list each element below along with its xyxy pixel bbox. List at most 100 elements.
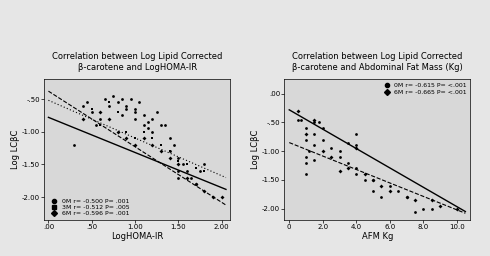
Point bbox=[174, 156, 182, 160]
Point bbox=[352, 172, 360, 176]
Point bbox=[161, 123, 169, 127]
Point bbox=[327, 155, 335, 159]
Point bbox=[361, 172, 368, 176]
Point bbox=[122, 103, 130, 108]
Point bbox=[196, 169, 204, 173]
Point bbox=[79, 116, 87, 121]
Point bbox=[148, 136, 156, 140]
Point bbox=[436, 204, 444, 208]
Point bbox=[166, 136, 173, 140]
Point bbox=[192, 166, 199, 170]
Point bbox=[218, 195, 225, 199]
Point bbox=[311, 132, 319, 136]
Point bbox=[114, 100, 122, 104]
Point bbox=[140, 113, 147, 118]
Point bbox=[157, 143, 165, 147]
Point bbox=[144, 126, 152, 131]
Point bbox=[92, 123, 100, 127]
Point bbox=[369, 178, 377, 182]
Point bbox=[419, 207, 427, 211]
Point bbox=[369, 178, 377, 182]
Point bbox=[200, 189, 208, 193]
Point bbox=[148, 143, 156, 147]
Point bbox=[453, 207, 461, 211]
Point bbox=[174, 163, 182, 167]
Point bbox=[88, 110, 96, 114]
Y-axis label: Log LCβC: Log LCβC bbox=[251, 130, 260, 169]
Point bbox=[148, 130, 156, 134]
Point bbox=[305, 149, 313, 153]
Point bbox=[153, 110, 161, 114]
Point bbox=[183, 169, 191, 173]
Point bbox=[302, 132, 310, 136]
Text: Correlation between Log Lipid Corrected
β-carotene and LogHOMA-IR: Correlation between Log Lipid Corrected … bbox=[52, 51, 222, 72]
Point bbox=[302, 155, 310, 159]
Point bbox=[187, 176, 195, 180]
Point bbox=[294, 109, 301, 113]
Point bbox=[311, 158, 319, 162]
Point bbox=[131, 107, 139, 111]
Point bbox=[97, 123, 104, 127]
Point bbox=[183, 176, 191, 180]
Point bbox=[170, 143, 178, 147]
Point bbox=[302, 172, 310, 176]
Point bbox=[336, 149, 343, 153]
Point bbox=[352, 166, 360, 170]
Point bbox=[131, 110, 139, 114]
Y-axis label: Log LCβC: Log LCβC bbox=[11, 130, 20, 169]
Point bbox=[118, 113, 126, 118]
Point bbox=[140, 123, 147, 127]
Point bbox=[386, 184, 394, 188]
Point bbox=[386, 189, 394, 194]
Point bbox=[428, 198, 436, 202]
Point bbox=[394, 189, 402, 194]
Point bbox=[179, 163, 187, 167]
Point bbox=[352, 132, 360, 136]
Point bbox=[316, 120, 323, 124]
Point bbox=[127, 97, 135, 101]
Point bbox=[369, 189, 377, 194]
Point bbox=[144, 120, 152, 124]
Point bbox=[327, 146, 335, 150]
Point bbox=[140, 130, 147, 134]
Point bbox=[403, 195, 411, 199]
Point bbox=[428, 207, 436, 211]
Point bbox=[140, 136, 147, 140]
X-axis label: AFM Kg: AFM Kg bbox=[362, 232, 393, 241]
Point bbox=[166, 156, 173, 160]
Point bbox=[135, 100, 143, 104]
Point bbox=[79, 103, 87, 108]
Point bbox=[183, 163, 191, 167]
Point bbox=[122, 107, 130, 111]
Point bbox=[131, 136, 139, 140]
Point bbox=[336, 155, 343, 159]
Point bbox=[122, 136, 130, 140]
Point bbox=[105, 100, 113, 104]
Point bbox=[378, 195, 386, 199]
Point bbox=[97, 110, 104, 114]
Point bbox=[174, 176, 182, 180]
Point bbox=[311, 120, 319, 124]
Point bbox=[131, 143, 139, 147]
Point bbox=[174, 169, 182, 173]
Point bbox=[302, 161, 310, 165]
Point bbox=[118, 97, 126, 101]
Point bbox=[174, 159, 182, 163]
Point bbox=[209, 195, 217, 199]
Point bbox=[344, 141, 352, 145]
Point bbox=[297, 118, 305, 122]
X-axis label: LogHOMA-IR: LogHOMA-IR bbox=[111, 232, 163, 241]
Point bbox=[157, 123, 165, 127]
Legend: 0M r= -0.615 P= <.001, 6M r= -0.665 P= <.001: 0M r= -0.615 P= <.001, 6M r= -0.665 P= <… bbox=[379, 82, 468, 96]
Point bbox=[411, 198, 419, 202]
Point bbox=[319, 149, 327, 153]
Point bbox=[157, 149, 165, 153]
Point bbox=[105, 116, 113, 121]
Point bbox=[361, 178, 368, 182]
Text: Correlation between Log Lipid Corrected
β-carotene and Abdominal Fat Mass (Kg): Correlation between Log Lipid Corrected … bbox=[292, 51, 463, 72]
Point bbox=[83, 100, 91, 104]
Point bbox=[105, 103, 113, 108]
Point bbox=[302, 126, 310, 130]
Point bbox=[166, 149, 173, 153]
Point bbox=[311, 143, 319, 147]
